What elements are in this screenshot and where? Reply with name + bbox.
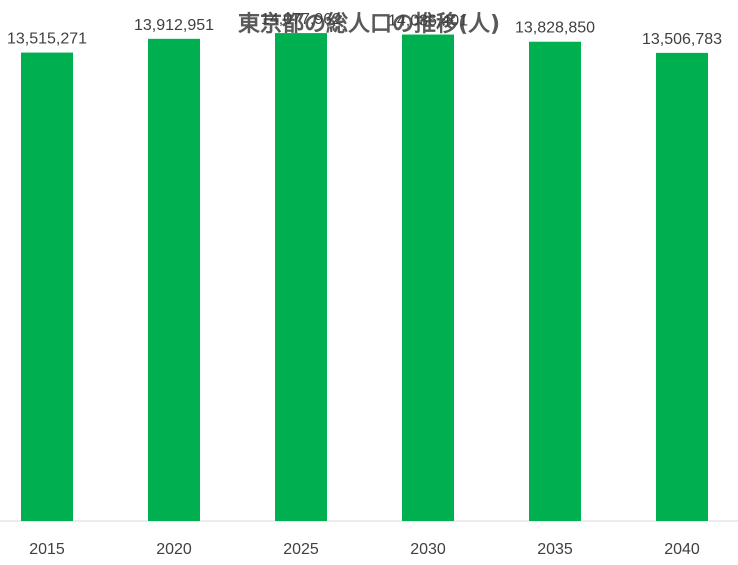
x-tick-label-2025: 2025 [283, 541, 319, 558]
data-label-2025: 14,077,962 [261, 11, 341, 28]
x-tick-label-2015: 2015 [29, 541, 65, 558]
bar-2025 [275, 33, 327, 521]
bar-2030 [402, 34, 454, 521]
bar-2035 [529, 41, 581, 521]
chart-title: 東京都の総人口の推移(人) [237, 12, 501, 37]
bar-2020 [148, 38, 200, 521]
data-label-2015: 13,515,271 [7, 31, 87, 48]
x-tick-label-2035: 2035 [537, 541, 573, 558]
bar-2040 [656, 52, 708, 521]
x-tick-label-2030: 2030 [410, 541, 446, 558]
x-tick-label-2020: 2020 [156, 541, 192, 558]
data-label-2020: 13,912,951 [134, 17, 214, 34]
data-label-2035: 13,828,850 [515, 20, 595, 37]
data-label-2030: 14,036,401 [388, 13, 468, 30]
data-label-2040: 13,506,783 [642, 31, 722, 48]
x-tick-label-2040: 2040 [664, 541, 700, 558]
bar-2015 [21, 52, 73, 522]
